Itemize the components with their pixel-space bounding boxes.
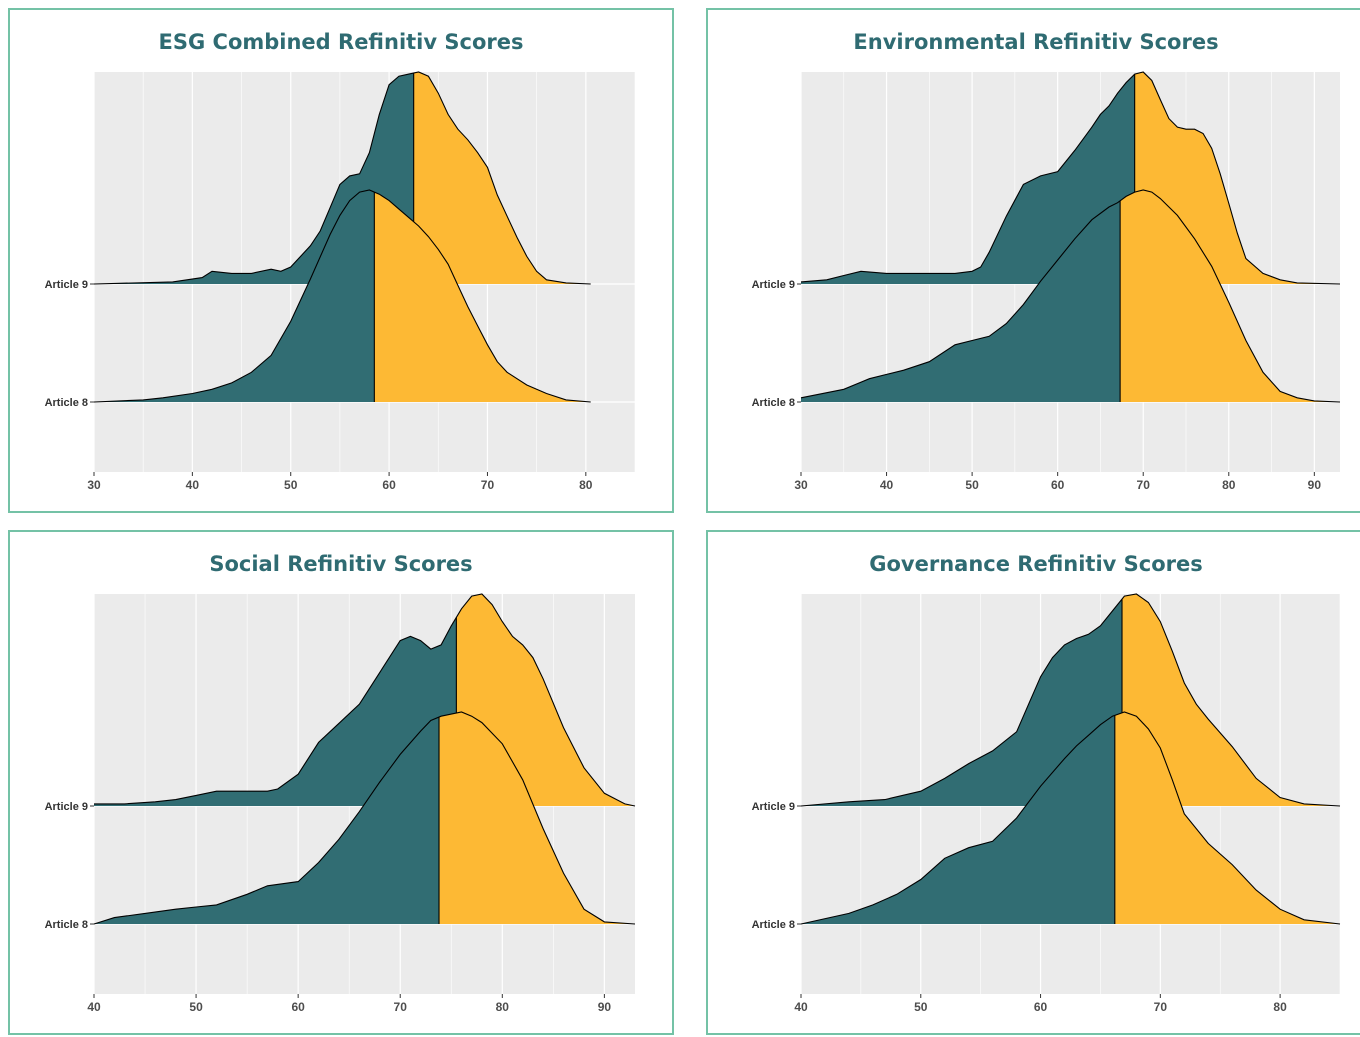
area-below-median (801, 599, 1122, 806)
ridgeline-chart: Article 9 Article 8 30 40 50 60 70 80 90 (752, 71, 1341, 492)
density-outline (93, 711, 636, 925)
area-above-median (374, 192, 591, 402)
panel-title: ESG Combined Refinitiv Scores (158, 30, 524, 54)
panel-title: Environmental Refinitiv Scores (853, 30, 1219, 54)
ridgeline-chart: Article 9 Article 8 40 50 60 70 80 (752, 593, 1341, 1014)
density-outline (800, 71, 1341, 285)
x-tick-label: 70 (481, 478, 495, 492)
y-tick-label: Article 9 (45, 279, 88, 291)
x-tick-label: 70 (1154, 1000, 1168, 1014)
x-tick-label: 50 (914, 1000, 928, 1014)
x-tick-label: 30 (794, 478, 808, 492)
ridge-article-8 (93, 189, 591, 403)
y-tick-label: Article 8 (45, 919, 88, 931)
y-tick-label: Article 8 (752, 919, 795, 931)
density-outline (800, 189, 1341, 403)
social-panel: Social Refinitiv Scores Article 9 Article… (8, 530, 674, 1035)
density-outline (800, 593, 1341, 807)
ridgeline-chart: Article 9 Article 8 30 40 50 60 70 80 (45, 71, 636, 492)
x-tick-label: 80 (496, 1000, 510, 1014)
density-outline (93, 71, 591, 285)
x-tick-label: 80 (1273, 1000, 1287, 1014)
area-below-median (801, 715, 1115, 924)
x-tick-label: 60 (382, 478, 396, 492)
y-tick-label: Article 8 (752, 397, 795, 409)
density-outline (800, 711, 1341, 925)
ridge-article-8 (93, 711, 636, 925)
x-tick-label: 50 (965, 478, 979, 492)
governance-panel: Governance Refinitiv Scores Article 9 Art… (706, 530, 1360, 1035)
area-below-median (801, 200, 1121, 402)
x-tick-label: 30 (87, 478, 101, 492)
x-tick-label: 40 (87, 1000, 101, 1014)
x-tick-label: 60 (1051, 478, 1065, 492)
y-tick-label: Article 9 (45, 801, 88, 813)
x-tick-label: 80 (1222, 478, 1236, 492)
area-below-median (94, 190, 375, 402)
area-above-median (439, 712, 635, 924)
area-above-median (1122, 594, 1340, 806)
area-below-median (94, 717, 439, 924)
density-outline (94, 593, 636, 807)
ridgeline-chart: Article 9 Article 8 40 50 60 70 80 90 (45, 593, 636, 1014)
x-tick-label: 70 (394, 1000, 408, 1014)
x-tick-label: 80 (579, 478, 593, 492)
area-above-median (1114, 712, 1340, 924)
y-tick-label: Article 8 (45, 397, 88, 409)
environmental-panel: Environmental Refinitiv Scores Article 9… (706, 8, 1360, 513)
area-below-median (94, 617, 457, 806)
y-tick-label: Article 9 (752, 801, 795, 813)
x-tick-label: 90 (1308, 478, 1322, 492)
x-tick-label: 40 (186, 478, 200, 492)
x-tick-label: 40 (794, 1000, 808, 1014)
x-tick-label: 70 (1137, 478, 1151, 492)
x-tick-label: 50 (284, 478, 298, 492)
ridge-article-8 (800, 711, 1341, 925)
panel-title: Governance Refinitiv Scores (869, 552, 1203, 576)
x-tick-label: 90 (598, 1000, 612, 1014)
x-tick-label: 60 (1034, 1000, 1048, 1014)
area-above-median (413, 72, 591, 284)
ridge-article-8 (800, 189, 1341, 403)
panel-title: Social Refinitiv Scores (209, 552, 473, 576)
density-outline (93, 189, 591, 403)
x-tick-label: 50 (189, 1000, 203, 1014)
x-tick-label: 60 (291, 1000, 305, 1014)
area-above-median (1120, 190, 1340, 402)
y-tick-label: Article 9 (752, 279, 795, 291)
area-below-median (801, 74, 1135, 284)
x-tick-label: 40 (880, 478, 894, 492)
